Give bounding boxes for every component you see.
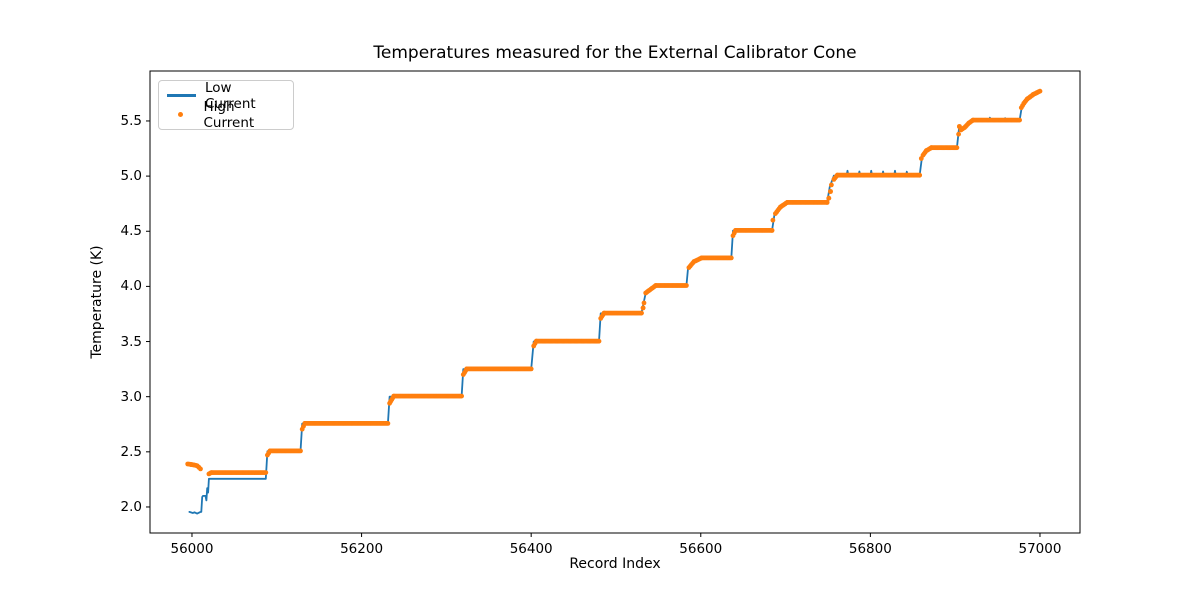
x-tick-label: 57000: [1018, 541, 1062, 557]
x-tick-label: 56400: [509, 541, 553, 557]
y-tick-label: 2.5: [120, 443, 142, 460]
x-tick-label: 56600: [679, 541, 723, 557]
legend: Low Current High Current: [158, 80, 294, 131]
legend-item-high-current: High Current: [167, 99, 285, 131]
y-tick-label: 3.0: [120, 388, 142, 405]
y-tick-label: 3.5: [120, 333, 142, 350]
line-sample-icon: [167, 94, 196, 97]
x-tick-label: 56000: [170, 541, 214, 557]
x-axis-label: Record Index: [569, 556, 661, 572]
x-tick-label: 56800: [848, 541, 892, 557]
chart-title: Temperatures measured for the External C…: [373, 43, 857, 63]
legend-label: Low Current: [205, 79, 256, 112]
y-tick-label: 5.0: [120, 168, 142, 185]
y-axis-label: Temperature (K): [89, 245, 105, 359]
y-tick-label: 5.5: [120, 112, 142, 129]
y-tick-label: 4.5: [120, 223, 142, 240]
legend-item-low-current: Low Current: [167, 80, 285, 112]
legend-label: High Current: [203, 98, 255, 131]
x-tick-label: 56200: [340, 541, 384, 557]
dot-sample-icon: [167, 112, 194, 117]
y-tick-label: 2.0: [120, 498, 142, 515]
y-tick-label: 4.0: [120, 278, 142, 295]
